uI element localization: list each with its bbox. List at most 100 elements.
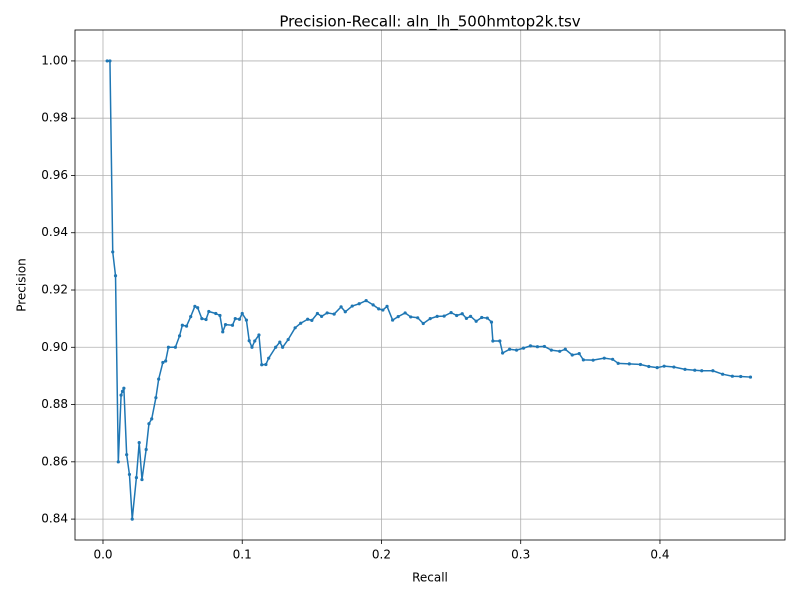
- x-tick-label: 0.3: [511, 548, 530, 562]
- point: [377, 307, 381, 311]
- point: [286, 337, 290, 342]
- point: [498, 339, 502, 343]
- point: [602, 356, 606, 360]
- point: [264, 362, 268, 367]
- point: [244, 318, 249, 322]
- point: [474, 319, 478, 323]
- point: [381, 308, 385, 312]
- x-tick-label: 0.0: [93, 548, 112, 562]
- y-tick-label: 1.00: [41, 53, 68, 67]
- point: [655, 366, 659, 370]
- point: [693, 368, 697, 372]
- point: [416, 316, 420, 320]
- point: [638, 362, 643, 367]
- point: [721, 372, 725, 376]
- point: [122, 386, 126, 390]
- point: [150, 417, 154, 421]
- y-tick-label: 0.90: [41, 340, 68, 354]
- x-tick-label: 0.4: [650, 548, 669, 562]
- point: [125, 453, 129, 457]
- point: [120, 389, 125, 393]
- point: [428, 317, 432, 321]
- point: [442, 314, 446, 318]
- y-tick-label: 0.92: [41, 283, 68, 297]
- point: [332, 312, 336, 316]
- point: [460, 312, 464, 316]
- point: [119, 393, 123, 397]
- point: [339, 305, 343, 309]
- point: [563, 347, 567, 351]
- point: [267, 356, 271, 360]
- point: [549, 348, 553, 352]
- point: [396, 315, 400, 319]
- point: [364, 299, 368, 303]
- point: [166, 345, 171, 349]
- point: [558, 349, 562, 353]
- point: [184, 324, 189, 328]
- point: [223, 323, 228, 327]
- y-tick-label: 0.98: [41, 111, 68, 125]
- y-tick-label: 0.84: [41, 512, 68, 526]
- point: [108, 59, 112, 63]
- point: [237, 317, 242, 321]
- point: [521, 346, 526, 350]
- point: [357, 302, 361, 306]
- point: [189, 315, 193, 319]
- point: [325, 311, 329, 315]
- point: [274, 345, 278, 349]
- point: [627, 362, 631, 366]
- point: [343, 310, 347, 314]
- point: [464, 316, 469, 320]
- chart-title: Precision-Recall: aln_lh_500hmtop2k.tsv: [279, 13, 580, 32]
- point: [247, 339, 251, 343]
- point: [507, 347, 512, 351]
- point: [157, 377, 161, 381]
- point: [260, 363, 264, 367]
- point: [180, 323, 184, 327]
- point: [310, 318, 314, 322]
- point: [200, 317, 204, 321]
- point: [147, 422, 151, 426]
- point: [711, 369, 715, 373]
- point: [748, 375, 753, 379]
- point: [154, 396, 158, 400]
- point: [391, 318, 395, 322]
- point: [528, 344, 533, 348]
- point: [240, 311, 244, 316]
- point: [730, 374, 734, 378]
- point: [700, 369, 704, 373]
- point: [611, 357, 615, 361]
- point: [570, 353, 574, 357]
- point: [315, 311, 320, 316]
- point: [137, 441, 141, 445]
- point: [591, 358, 595, 362]
- y-axis-label: Precision: [15, 258, 29, 312]
- point: [468, 314, 473, 318]
- point: [161, 360, 165, 365]
- point: [127, 472, 132, 477]
- point: [214, 311, 218, 316]
- x-axis-label: Recall: [412, 571, 448, 585]
- point: [581, 358, 585, 362]
- point: [111, 250, 115, 254]
- plot-frame: [74, 29, 786, 541]
- point: [116, 460, 120, 464]
- point: [480, 315, 484, 320]
- point: [409, 315, 413, 319]
- point: [435, 314, 439, 318]
- point: [177, 334, 182, 338]
- point: [218, 313, 222, 318]
- point: [350, 304, 354, 308]
- point: [253, 339, 257, 343]
- point: [501, 351, 505, 355]
- point: [278, 340, 282, 344]
- point: [140, 477, 144, 482]
- point: [113, 274, 118, 278]
- point: [683, 367, 687, 371]
- point: [739, 374, 743, 379]
- point: [455, 313, 459, 318]
- point: [207, 309, 211, 314]
